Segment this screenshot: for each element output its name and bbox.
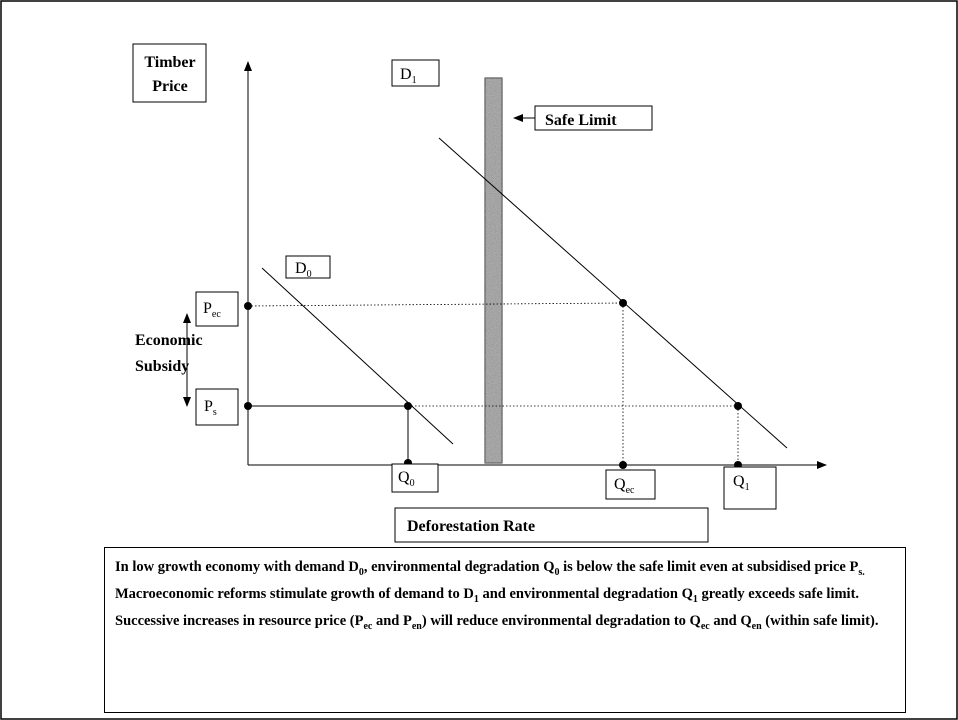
note-subscript: en (751, 620, 762, 632)
point (404, 402, 412, 410)
label-main: Q (614, 476, 626, 493)
note-text: (within safe limit). (761, 613, 879, 629)
curve-label: D1 (400, 66, 417, 86)
x-axis-label: Deforestation Rate (407, 518, 535, 535)
note: Macroeconomic reforms stimulate growth o… (115, 581, 895, 608)
label-sub: 0 (410, 478, 415, 489)
note-text: and P (372, 613, 412, 629)
note-subscript: 1 (473, 593, 479, 605)
price-label: Pec (203, 300, 221, 320)
guide-pec (247, 302, 624, 307)
note-text: greatly exceeds safe limit. (697, 586, 860, 602)
note-subscript: ec (363, 620, 373, 632)
note-subscript: en (411, 620, 422, 632)
box (605, 469, 656, 500)
box (534, 105, 653, 131)
label-sub: s (213, 407, 217, 418)
label-sub: 1 (745, 482, 750, 493)
label-sub: ec (626, 485, 635, 496)
label-boxes (132, 43, 777, 543)
price-label: Ps (204, 398, 217, 418)
quantity-label: Q1 (733, 473, 750, 493)
safe-limit-label: Safe Limit (545, 112, 617, 129)
points (244, 299, 742, 469)
label-main: D (400, 66, 412, 83)
note-subscript: 0 (554, 566, 560, 578)
point (244, 302, 252, 310)
note: Successive increases in resource price (… (115, 608, 895, 635)
point (734, 402, 742, 410)
notes: In low growth economy with demand D0, en… (104, 547, 906, 713)
box (195, 388, 239, 426)
quantity-label: Qec (614, 476, 635, 496)
label-sub: 1 (412, 75, 417, 86)
note-subscript: ec (700, 620, 710, 632)
note-text: In low growth economy with demand D (115, 559, 359, 575)
y-axis-label: Timber (144, 54, 195, 71)
note-text: and environmental degradation Q (478, 586, 693, 602)
quantity-label: Q0 (398, 469, 415, 489)
box (723, 466, 777, 510)
note-subscript: 0 (358, 566, 364, 578)
point (244, 402, 252, 410)
note-text: ) will reduce environmental degradation … (421, 613, 701, 629)
note-text: , environmental degradation Q (363, 559, 555, 575)
note-subscript: 1 (692, 593, 698, 605)
label-sub: 0 (307, 269, 312, 280)
subsidy-label: Economic (135, 332, 203, 349)
note-text: Macroeconomic reforms stimulate growth o… (115, 586, 474, 602)
box (285, 255, 331, 279)
label-main: D (295, 260, 307, 277)
note-text: is below the safe limit even at subsidis… (559, 559, 859, 575)
label-main: Q (733, 473, 745, 490)
note: In low growth economy with demand D0, en… (115, 554, 895, 581)
box (132, 43, 207, 103)
box (195, 291, 239, 327)
note-text: Successive increases in resource price (… (115, 613, 364, 629)
label-sub: ec (212, 309, 221, 320)
curve-label: D0 (295, 260, 312, 280)
note-text: and Q (709, 613, 752, 629)
bar-texture (485, 78, 502, 463)
note-subscript: s. (858, 566, 865, 578)
label-main: P (203, 300, 212, 317)
demand-curve-d1 (438, 137, 788, 449)
demand-curve-d0 (261, 267, 454, 445)
subsidy-label: Subsidy (135, 358, 189, 375)
y-axis-label: Price (152, 78, 188, 95)
point (619, 461, 627, 469)
point (619, 299, 627, 307)
box (394, 507, 709, 543)
box (391, 463, 439, 493)
box (391, 59, 440, 87)
label-main: Q (398, 469, 410, 486)
label-main: P (204, 398, 213, 415)
